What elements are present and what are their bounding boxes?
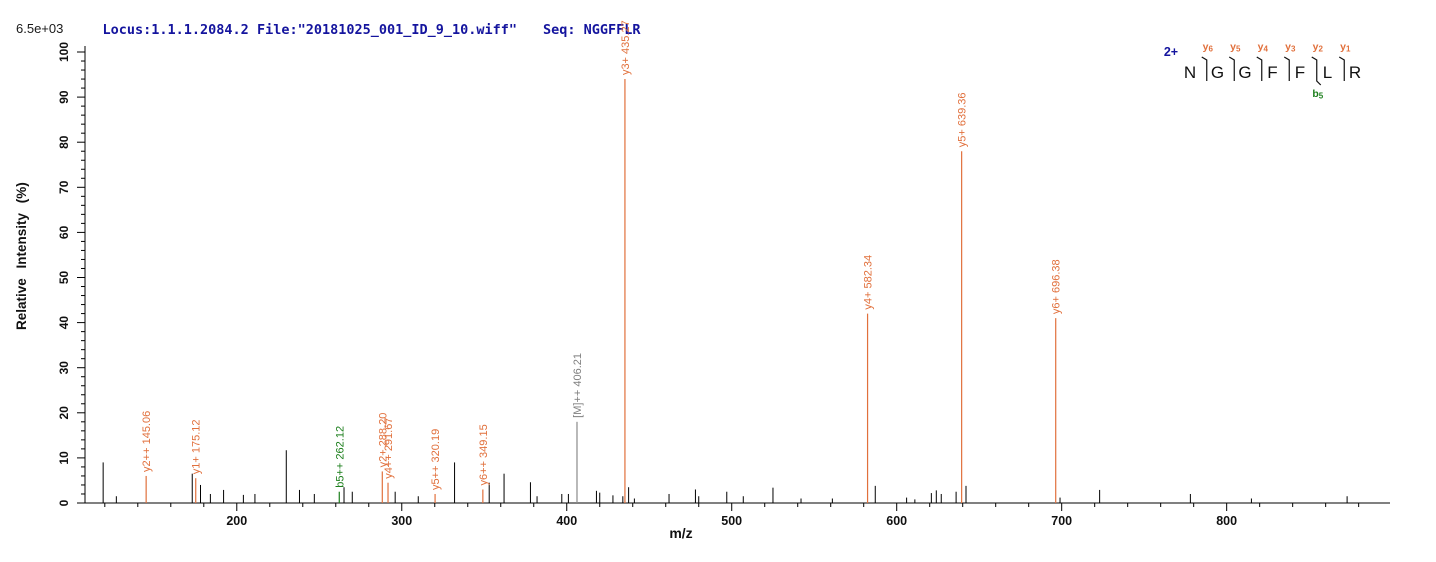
residue-letter: F [1295, 63, 1305, 82]
sequence-label: Seq: NGGFFLR [543, 22, 641, 38]
peak-label: b5++ 262.12 [334, 426, 346, 488]
precursor-charge-label: 2+ [1164, 45, 1178, 59]
y-ion-map-label: y3 [1285, 41, 1296, 54]
y-tick-label: 0 [57, 499, 71, 506]
peak-label: y6++ 349.15 [478, 424, 490, 485]
residue-letter: G [1211, 63, 1224, 82]
y-tick-label: 70 [57, 180, 71, 194]
peak-label: y4+ 582.34 [863, 255, 875, 310]
y-tick-label: 40 [57, 316, 71, 330]
peak-label: y2++ 145.06 [141, 411, 153, 472]
x-tick-label: 500 [721, 514, 742, 528]
b-ion-map-label: b5 [1312, 88, 1323, 101]
header-title-line: Locus:1.1.1.2084.2 File:"20181025_001_ID… [70, 6, 641, 54]
peak-label: y2+ 288.20 [377, 413, 389, 468]
base-peak-intensity: 6.5e+03 [16, 21, 64, 36]
residue-letter: R [1349, 63, 1361, 82]
y-ion-map-label: y1 [1340, 41, 1351, 54]
x-tick-label: 400 [556, 514, 577, 528]
y-tick-label: 80 [57, 135, 71, 149]
fragment-divider [1311, 56, 1322, 86]
y-tick-label: 10 [57, 451, 71, 465]
peak-label: y4++ 291.67 [383, 418, 395, 479]
y-tick-label: 90 [57, 90, 71, 104]
peak-label: y5+ 639.36 [957, 92, 969, 147]
residue-letter: G [1238, 63, 1251, 82]
y-tick-label: 100 [57, 42, 71, 62]
y-ion-map-label: y5 [1230, 41, 1241, 54]
y-tick-label: 20 [57, 406, 71, 420]
fragment-divider [1283, 56, 1290, 81]
y-tick-label: 30 [57, 361, 71, 375]
peak-label: y3+ 435.27 [620, 20, 632, 75]
fragment-divider [1201, 56, 1208, 81]
y-ion-map-label: y2 [1313, 41, 1324, 54]
peak-label: [M]++ 406.21 [572, 353, 584, 418]
y-tick-label: 60 [57, 225, 71, 239]
y-ion-map-label: y6 [1203, 41, 1214, 54]
peak-label: y5++ 320.19 [430, 429, 442, 490]
fragment-divider [1228, 56, 1235, 81]
y-ion-map-label: y4 [1258, 41, 1269, 54]
x-tick-label: 200 [226, 514, 247, 528]
x-tick-label: 700 [1051, 514, 1072, 528]
residue-letter: N [1184, 63, 1196, 82]
x-axis-title: m/z [669, 525, 692, 541]
fragment-divider [1256, 56, 1263, 81]
fragment-divider [1338, 56, 1345, 81]
locus-file-title: Locus:1.1.1.2084.2 File:"20181025_001_ID… [102, 22, 518, 38]
x-tick-label: 600 [886, 514, 907, 528]
peak-label: y6+ 696.38 [1051, 259, 1063, 314]
y-axis-title: Relative Intensity (%) [14, 182, 29, 330]
x-tick-label: 800 [1216, 514, 1237, 528]
y-tick-label: 50 [57, 271, 71, 285]
x-tick-label: 300 [391, 514, 412, 528]
residue-letter: L [1323, 63, 1332, 82]
residue-letter: F [1267, 63, 1277, 82]
peak-label: y1+ 175.12 [191, 419, 203, 474]
